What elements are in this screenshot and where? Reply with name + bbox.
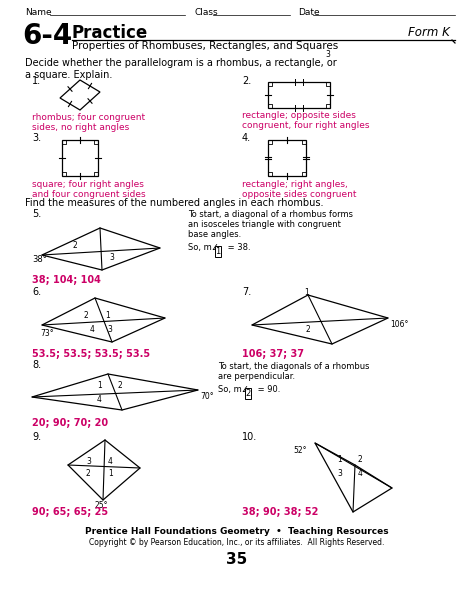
Text: 3.: 3. xyxy=(32,133,41,143)
Text: To start, the diagonals of a rhombus: To start, the diagonals of a rhombus xyxy=(218,362,370,371)
Text: 38; 90; 38; 52: 38; 90; 38; 52 xyxy=(242,507,319,517)
Text: 1.: 1. xyxy=(32,76,41,86)
Text: rhombus; four congruent
sides, no right angles: rhombus; four congruent sides, no right … xyxy=(32,113,145,132)
Text: are perpendicular.: are perpendicular. xyxy=(218,372,295,381)
Text: Decide whether the parallelogram is a rhombus, a rectangle, or
a square. Explain: Decide whether the parallelogram is a rh… xyxy=(25,58,337,80)
Text: 3: 3 xyxy=(109,254,114,262)
Text: 2: 2 xyxy=(118,381,123,390)
Text: 4: 4 xyxy=(108,457,113,465)
Text: 4: 4 xyxy=(90,324,94,333)
Text: Name: Name xyxy=(25,8,52,17)
Text: rectangle; opposite sides
congruent, four right angles: rectangle; opposite sides congruent, fou… xyxy=(242,111,370,131)
Text: 3: 3 xyxy=(108,324,112,333)
Text: 38; 104; 104: 38; 104; 104 xyxy=(32,275,101,285)
Text: To start, a diagonal of a rhombus forms: To start, a diagonal of a rhombus forms xyxy=(188,210,353,219)
Text: 1: 1 xyxy=(106,311,110,321)
Text: So, m∠: So, m∠ xyxy=(188,243,219,252)
Text: 90; 65; 65; 25: 90; 65; 65; 25 xyxy=(32,507,108,517)
Text: Date: Date xyxy=(298,8,319,17)
Text: 4.: 4. xyxy=(242,133,251,143)
Text: 35: 35 xyxy=(227,552,247,567)
Text: Prentice Hall Foundations Geometry  •  Teaching Resources: Prentice Hall Foundations Geometry • Tea… xyxy=(85,527,389,536)
Text: rectangle; right angles,
opposite sides congruent: rectangle; right angles, opposite sides … xyxy=(242,180,356,199)
Text: 5.: 5. xyxy=(32,209,41,219)
Text: 52°: 52° xyxy=(293,446,307,455)
Text: 1: 1 xyxy=(337,455,342,465)
Text: 20; 90; 70; 20: 20; 90; 70; 20 xyxy=(32,418,108,428)
Text: Find the measures of the numbered angles in each rhombus.: Find the measures of the numbered angles… xyxy=(25,198,323,208)
Text: 106; 37; 37: 106; 37; 37 xyxy=(242,349,304,359)
Text: 3: 3 xyxy=(325,50,330,59)
Text: = 90.: = 90. xyxy=(255,385,281,394)
Text: 8.: 8. xyxy=(32,360,41,370)
Text: 70°: 70° xyxy=(200,392,214,401)
Text: 10.: 10. xyxy=(242,432,257,442)
Text: 2: 2 xyxy=(86,470,91,479)
Text: 3: 3 xyxy=(337,468,342,478)
Text: Properties of Rhombuses, Rectangles, and Squares: Properties of Rhombuses, Rectangles, and… xyxy=(72,41,338,51)
Text: So, m∠: So, m∠ xyxy=(218,385,249,394)
Text: 2: 2 xyxy=(73,242,78,251)
Text: 1: 1 xyxy=(215,247,220,256)
Text: = 38.: = 38. xyxy=(225,243,251,252)
Text: 73°: 73° xyxy=(40,329,54,338)
Text: square; four right angles
and four congruent sides: square; four right angles and four congr… xyxy=(32,180,146,199)
Text: 2: 2 xyxy=(246,389,251,398)
Text: 2: 2 xyxy=(306,324,311,333)
Text: 9.: 9. xyxy=(32,432,41,442)
Text: 3: 3 xyxy=(86,457,91,465)
Text: 6-4: 6-4 xyxy=(22,22,72,50)
Text: 4: 4 xyxy=(97,395,102,405)
Text: 25°: 25° xyxy=(95,501,109,510)
Text: 2: 2 xyxy=(83,311,88,321)
Text: Practice: Practice xyxy=(72,24,148,42)
Text: an isosceles triangle with congruent: an isosceles triangle with congruent xyxy=(188,220,341,229)
Text: 1: 1 xyxy=(304,288,309,297)
Text: Form K: Form K xyxy=(408,26,450,39)
Text: Copyright © by Pearson Education, Inc., or its affiliates.  All Rights Reserved.: Copyright © by Pearson Education, Inc., … xyxy=(89,538,385,547)
Text: 106°: 106° xyxy=(390,320,409,329)
Text: 4: 4 xyxy=(357,468,363,478)
Text: Class: Class xyxy=(195,8,219,17)
Text: 53.5; 53.5; 53.5; 53.5: 53.5; 53.5; 53.5; 53.5 xyxy=(32,349,150,359)
Text: 1: 1 xyxy=(97,381,102,390)
Text: 2.: 2. xyxy=(242,76,251,86)
Text: 6.: 6. xyxy=(32,287,41,297)
Text: 2: 2 xyxy=(357,455,362,465)
Text: 38°: 38° xyxy=(32,255,47,264)
Text: 7.: 7. xyxy=(242,287,251,297)
Text: 1: 1 xyxy=(108,470,113,479)
Text: base angles.: base angles. xyxy=(188,230,241,239)
